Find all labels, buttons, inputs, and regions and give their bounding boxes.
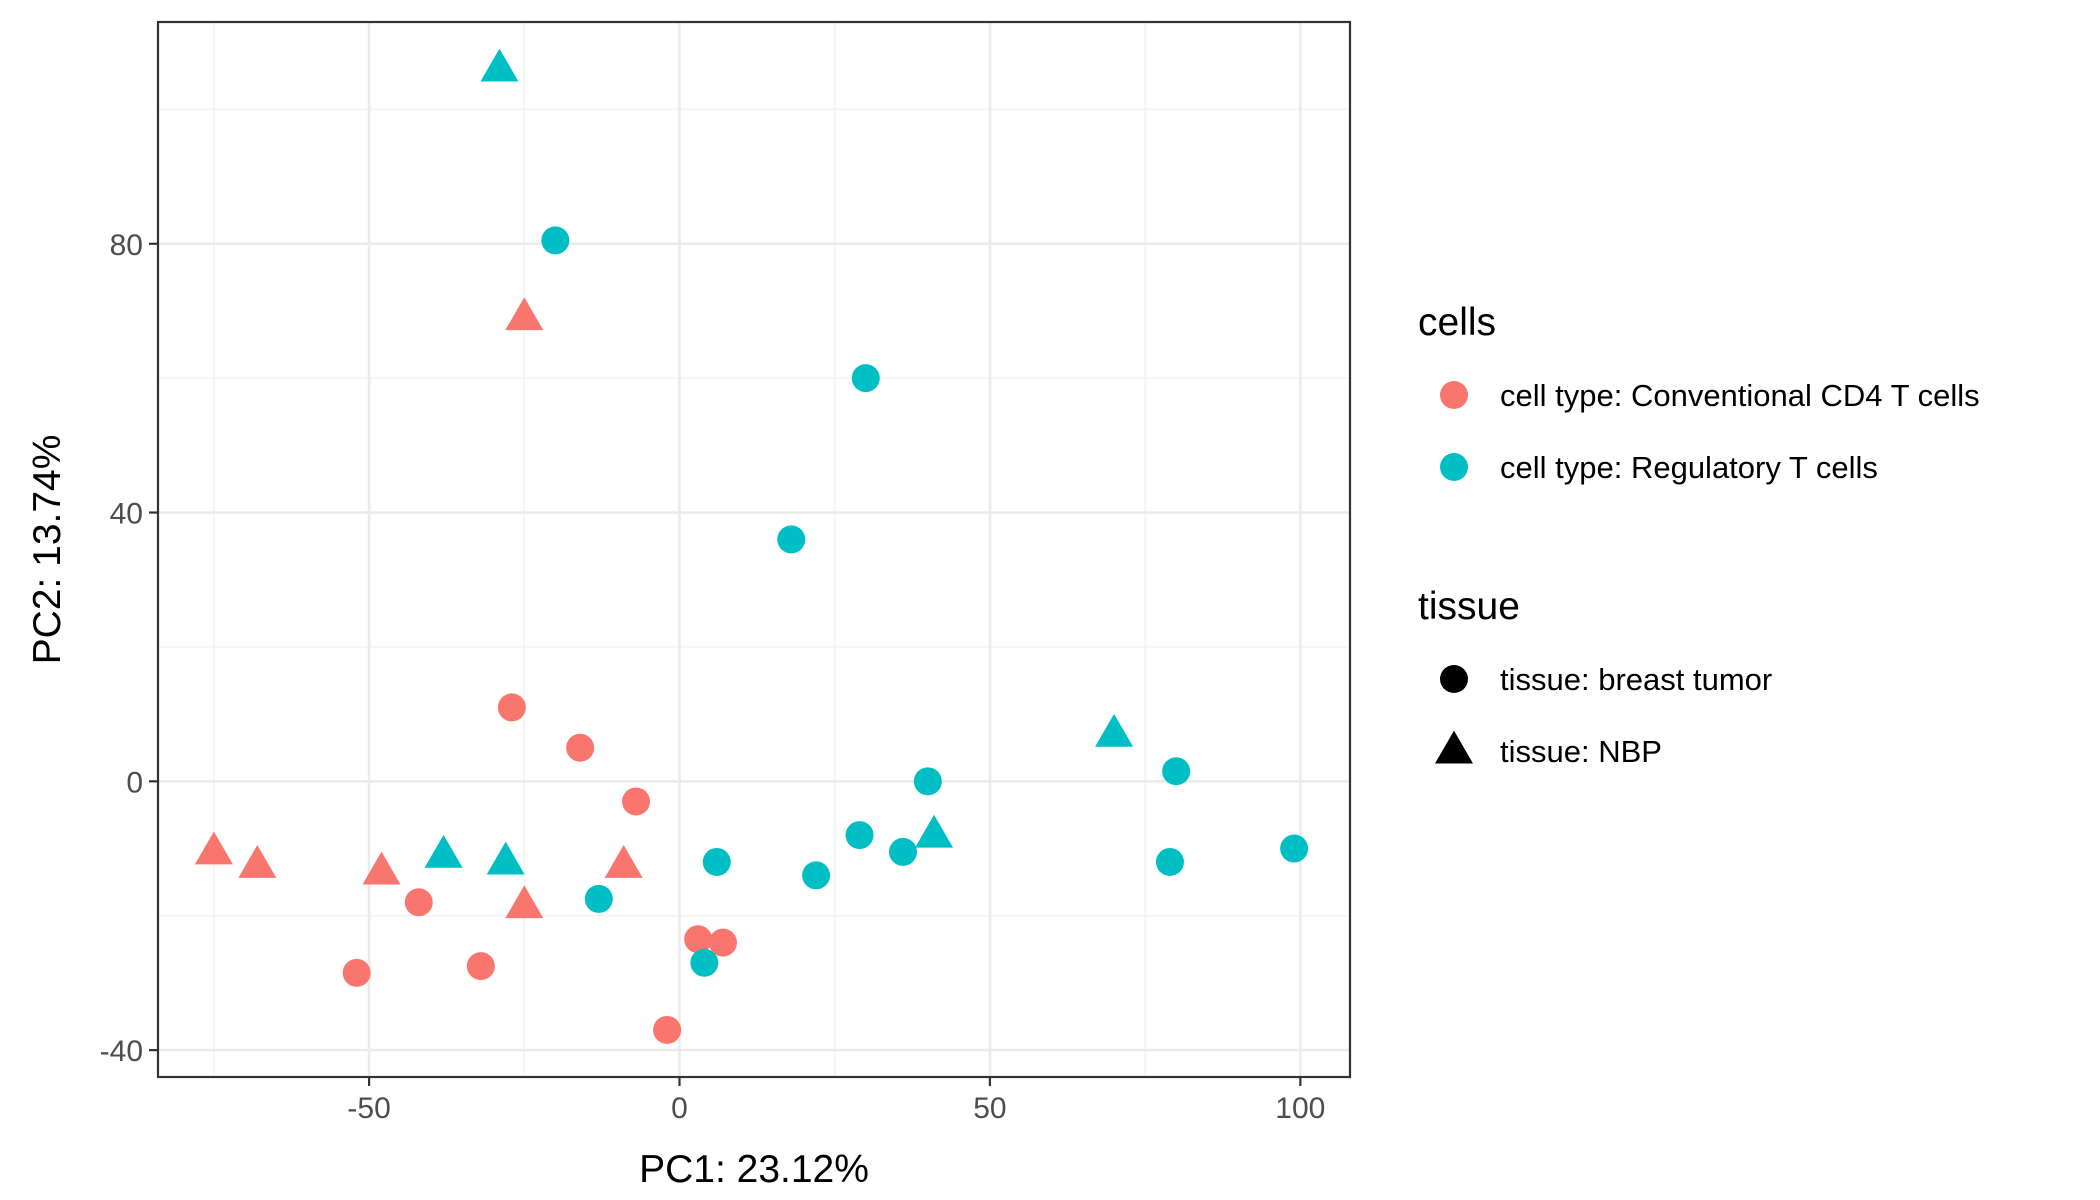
point-conv-triangle [238, 844, 277, 878]
legend-key-nbp [1435, 730, 1473, 764]
y-tick-label: -40 [100, 1035, 143, 1068]
x-tick-label: 100 [1275, 1092, 1325, 1125]
legend-label-conv: cell type: Conventional CD4 T cells [1500, 378, 1980, 413]
point-treg-circle [802, 861, 831, 890]
legend-title-cells: cells [1418, 301, 1496, 344]
legend-key-treg [1440, 453, 1468, 481]
point-conv-triangle [505, 885, 544, 919]
legend-label-nbp: tissue: NBP [1500, 734, 1662, 769]
y-tick-label: 40 [110, 498, 143, 531]
y-axis-title: PC2: 13.74% [26, 435, 69, 665]
y-tick-label: 0 [126, 766, 143, 799]
point-treg-circle [889, 837, 917, 866]
legend-title-tissue: tissue [1418, 585, 1520, 628]
point-treg-triangle [424, 834, 463, 868]
point-conv-circle [653, 1015, 682, 1044]
legend-key-conv [1440, 381, 1468, 409]
point-treg-triangle [486, 841, 525, 875]
legend-key-tumor [1440, 665, 1468, 693]
point-conv-triangle [362, 851, 401, 885]
point-conv-circle [566, 733, 595, 762]
data-points [194, 48, 1309, 1044]
point-treg-triangle [480, 48, 519, 82]
point-treg-circle [845, 821, 874, 850]
point-treg-triangle [1095, 713, 1134, 747]
point-treg-circle [1155, 847, 1184, 876]
point-treg-circle [1280, 834, 1309, 863]
legend-label-tumor: tissue: breast tumor [1500, 662, 1772, 697]
legend-label-treg: cell type: Regulatory T cells [1500, 450, 1878, 485]
point-treg-circle [913, 767, 942, 796]
point-conv-triangle [505, 297, 544, 331]
x-axis-title: PC1: 23.12% [639, 1148, 869, 1191]
point-conv-circle [708, 928, 737, 957]
point-treg-circle [1162, 757, 1191, 786]
point-conv-circle [622, 787, 651, 816]
axes: -50 0 50 100 -40 0 40 80 [100, 229, 1326, 1125]
y-tick-label: 80 [110, 229, 143, 262]
x-tick-label: 0 [671, 1092, 688, 1125]
plot-panel-border [156, 20, 1352, 1079]
point-treg-circle [584, 884, 613, 913]
point-conv-circle [497, 693, 526, 722]
point-conv-circle [466, 952, 495, 981]
point-conv-triangle [604, 844, 643, 878]
x-tick-label: 50 [973, 1092, 1006, 1125]
point-treg-triangle [915, 814, 954, 848]
point-conv-triangle [194, 831, 233, 865]
point-treg-circle [777, 525, 806, 554]
point-conv-circle [684, 925, 713, 954]
point-treg-circle [702, 847, 731, 876]
point-conv-circle [404, 888, 433, 917]
point-treg-circle [690, 948, 719, 977]
point-conv-circle [342, 958, 371, 987]
point-treg-circle [541, 226, 570, 255]
point-treg-circle [851, 364, 880, 393]
x-tick-label: -50 [347, 1092, 390, 1125]
gridlines [158, 22, 1350, 1077]
